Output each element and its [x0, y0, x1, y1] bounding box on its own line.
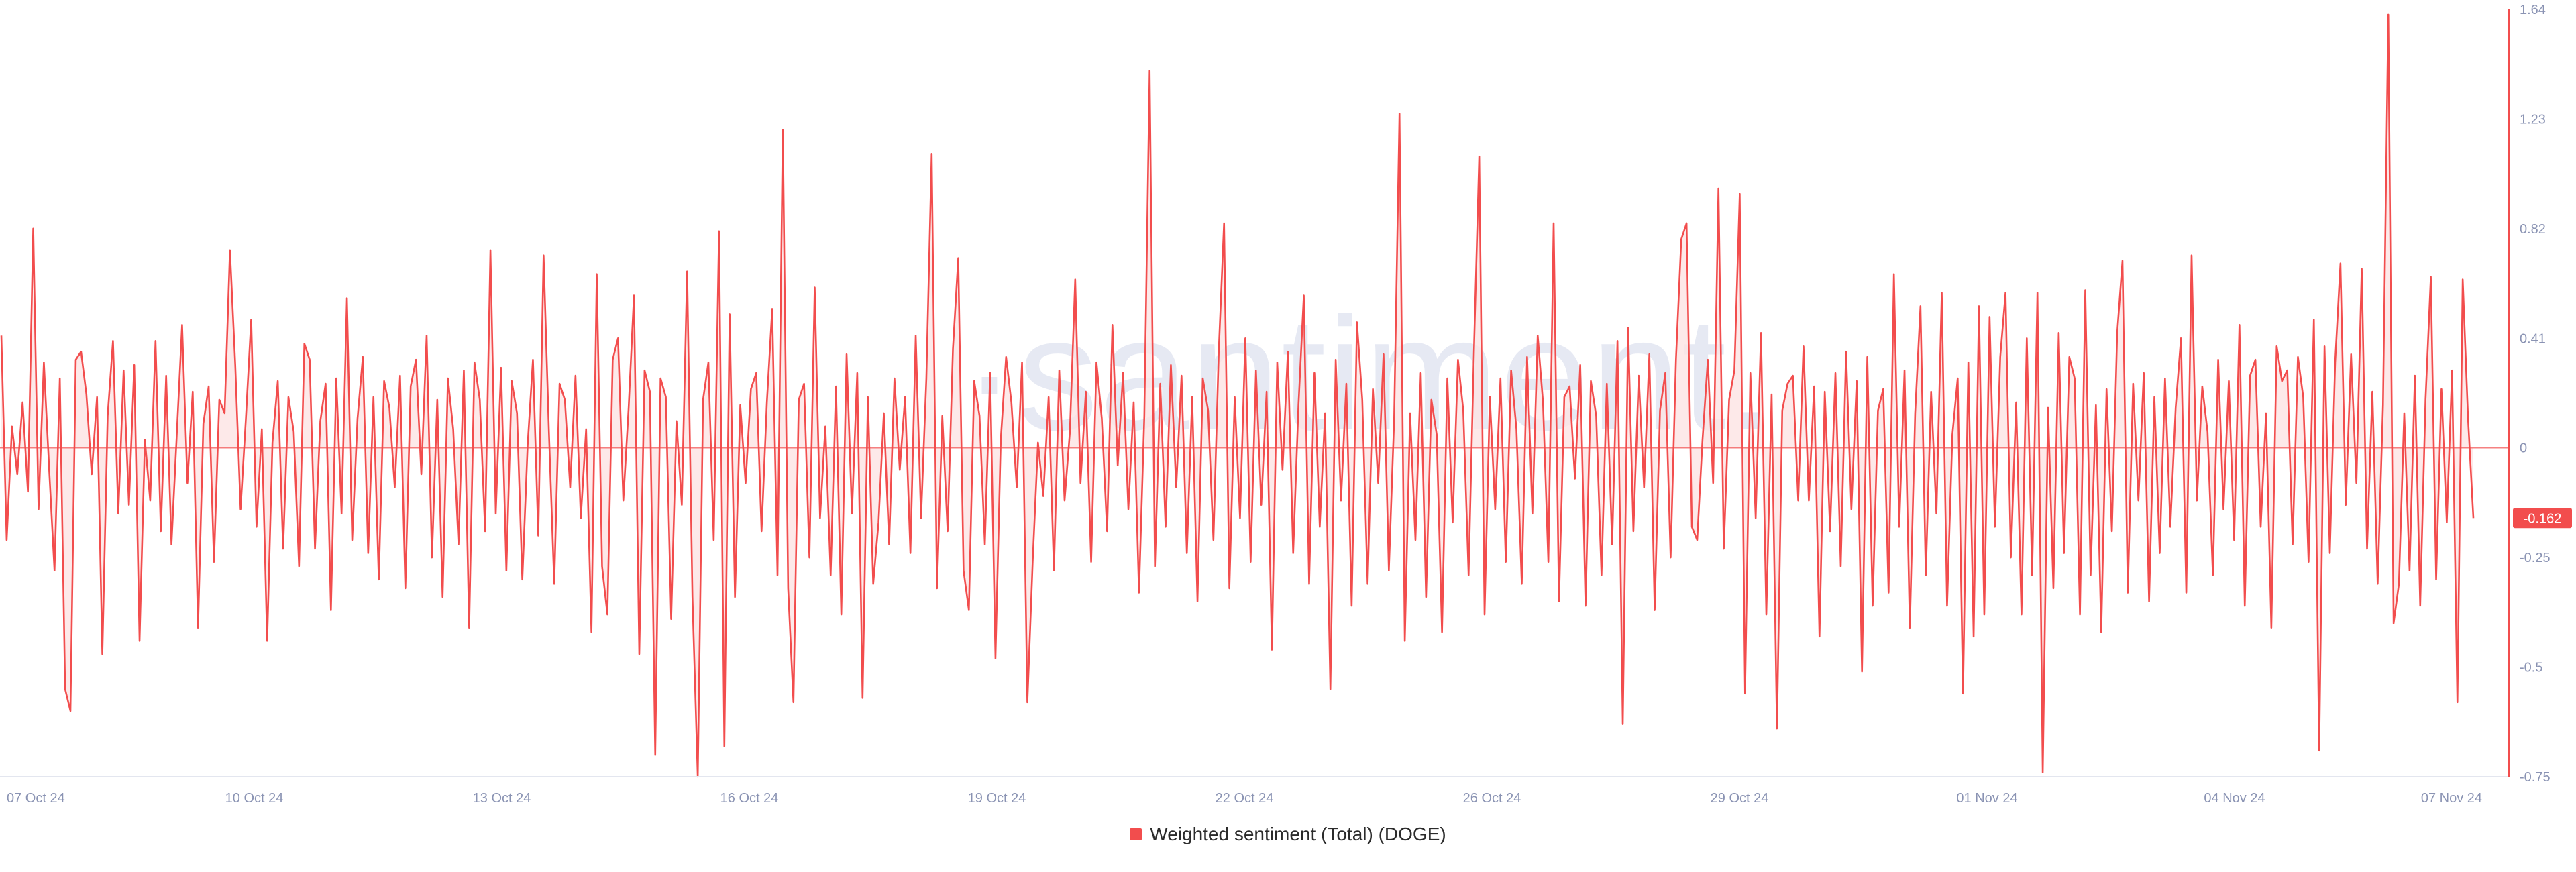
x-tick-label: 13 Oct 24: [473, 791, 531, 806]
axes: 1.64 1.23 0.82 0.41 0 -0.25 -0.5 -0.75 07 Oct 24…: [0, 3, 2572, 806]
y-tick-label: -0.25: [2520, 551, 2551, 565]
y-tick-label: -0.75: [2520, 770, 2551, 785]
x-tick-label: 22 Oct 24: [1216, 791, 1274, 806]
last-value-badge: -0.162: [2513, 508, 2572, 529]
x-tick-label: 29 Oct 24: [1711, 791, 1769, 806]
y-tick-label: 1.23: [2520, 112, 2546, 127]
y-tick-label: 1.64: [2520, 3, 2546, 17]
x-tick-label: 04 Nov 24: [2204, 791, 2265, 806]
legend-label: Weighted sentiment (Total) (DOGE): [1150, 824, 1446, 844]
x-tick-label: 07 Nov 24: [2421, 791, 2482, 806]
last-value-text: -0.162: [2524, 511, 2562, 526]
legend-swatch: [1130, 828, 1142, 840]
legend[interactable]: Weighted sentiment (Total) (DOGE): [0, 824, 2576, 845]
sentiment-chart: ·santiment. 1.641.230.820.410-0.25-0.5-0…: [0, 3, 2572, 806]
x-tick-label: 26 Oct 24: [1463, 791, 1521, 806]
x-tick-label: 07 Oct 24: [7, 791, 65, 806]
last-value-badge-bg: [2513, 508, 2572, 529]
series-area: [1, 14, 2473, 777]
y-tick-label: 0.82: [2520, 222, 2546, 237]
y-tick-label: 0: [2520, 441, 2527, 456]
y-tick-label: -0.5: [2520, 661, 2542, 675]
series-line[interactable]: [0, 13, 2475, 778]
x-tick-label: 19 Oct 24: [968, 791, 1026, 806]
x-tick-label: 01 Nov 24: [1956, 791, 2017, 806]
y-tick-label: 0.41: [2520, 331, 2546, 346]
x-tick-label: 16 Oct 24: [720, 791, 779, 806]
plot-area: [0, 13, 2509, 778]
x-tick-label: 10 Oct 24: [225, 791, 284, 806]
